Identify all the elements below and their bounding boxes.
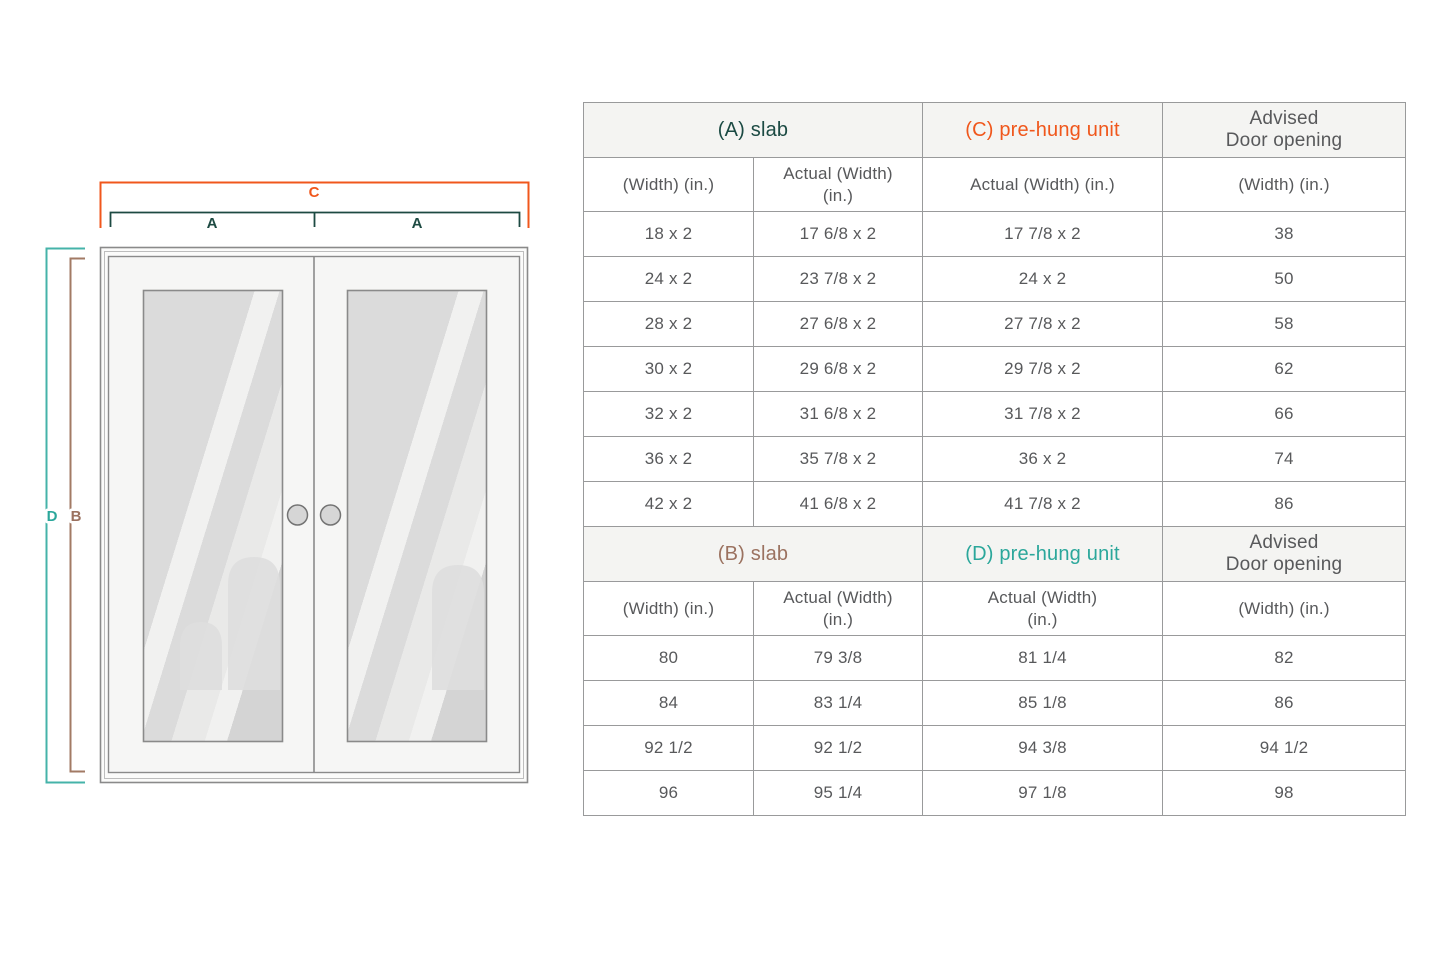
column-header-actual-width: Actual (Width) (in.) — [922, 581, 1164, 636]
table-row: 80 79 3/8 81 1/4 82 — [583, 635, 1407, 681]
table-cell: 32 x 2 — [583, 391, 754, 437]
table-row: 18 x 2 17 6/8 x 2 17 7/8 x 2 38 — [583, 211, 1407, 257]
dimension-b-bracket — [69, 257, 85, 773]
table-cell: 74 — [1162, 436, 1407, 482]
glass-reflection-arch — [180, 622, 222, 690]
table-cell: 17 7/8 x 2 — [922, 211, 1164, 257]
table-cell: 81 1/4 — [922, 635, 1164, 681]
dimension-d-bracket — [45, 247, 85, 784]
column-header-actual-width: Actual (Width) (in.) — [752, 581, 924, 636]
table-cell: 62 — [1162, 346, 1407, 392]
table-cell: 36 x 2 — [922, 436, 1164, 482]
door-frame-inner-line — [104, 251, 524, 779]
table-cell: 86 — [1162, 481, 1407, 527]
table-cell: 17 6/8 x 2 — [752, 211, 924, 257]
advised-door-opening-header: Advised Door opening — [1162, 526, 1407, 582]
table-cell: 24 x 2 — [922, 256, 1164, 302]
column-header-width: (Width) (in.) — [583, 581, 754, 636]
dimension-a-right-label: A — [412, 215, 423, 232]
table-cell: 28 x 2 — [583, 301, 754, 347]
table-cell: 36 x 2 — [583, 436, 754, 482]
table-cell: 35 7/8 x 2 — [752, 436, 924, 482]
section-d-prehung-title: (D) pre-hung unit — [922, 526, 1164, 582]
table-cell: 92 1/2 — [752, 725, 924, 771]
column-header-width: (Width) (in.) — [583, 157, 754, 212]
table-row: 36 x 2 35 7/8 x 2 36 x 2 74 — [583, 436, 1407, 482]
table-cell: 95 1/4 — [752, 770, 924, 816]
dimension-c-label: C — [309, 184, 320, 201]
section-a-slab-title: (A) slab — [582, 102, 924, 158]
door-size-table: (A) slab (C) pre-hung unit Advised Door … — [582, 102, 1407, 816]
section-a-header-row: (A) slab (C) pre-hung unit Advised Door … — [582, 102, 1407, 158]
dimension-a-left-label: A — [207, 215, 218, 232]
section-b-slab-title: (B) slab — [582, 526, 924, 582]
dimension-c-bracket — [99, 181, 530, 228]
table-cell: 31 7/8 x 2 — [922, 391, 1164, 437]
table-row: 96 95 1/4 97 1/8 98 — [583, 770, 1407, 816]
table-cell: 27 7/8 x 2 — [922, 301, 1164, 347]
glass-reflection-arch — [228, 557, 280, 690]
table-cell: 27 6/8 x 2 — [752, 301, 924, 347]
section-b-subheader-row: (Width) (in.) Actual (Width) (in.) Actua… — [583, 581, 1407, 636]
dimension-d-label: D — [47, 508, 58, 525]
dimension-b-label: B — [71, 508, 82, 525]
table-row: 92 1/2 92 1/2 94 3/8 94 1/2 — [583, 725, 1407, 771]
column-header-width: (Width) (in.) — [1162, 581, 1407, 636]
table-cell: 94 3/8 — [922, 725, 1164, 771]
table-cell: 96 — [583, 770, 754, 816]
glass-reflection-arch — [432, 565, 484, 690]
section-a-subheader-row: (Width) (in.) Actual (Width) (in.) Actua… — [583, 157, 1407, 212]
table-cell: 79 3/8 — [752, 635, 924, 681]
section-b-header-row: (B) slab (D) pre-hung unit Advised Door … — [582, 526, 1407, 582]
table-row: 32 x 2 31 6/8 x 2 31 7/8 x 2 66 — [583, 391, 1407, 437]
table-cell: 31 6/8 x 2 — [752, 391, 924, 437]
table-cell: 94 1/2 — [1162, 725, 1407, 771]
column-header-width: (Width) (in.) — [1162, 157, 1407, 212]
advised-door-opening-header: Advised Door opening — [1162, 102, 1407, 158]
section-c-prehung-title: (C) pre-hung unit — [922, 102, 1164, 158]
table-cell: 50 — [1162, 256, 1407, 302]
column-header-actual-width: Actual (Width) (in.) — [922, 157, 1164, 212]
table-row: 28 x 2 27 6/8 x 2 27 7/8 x 2 58 — [583, 301, 1407, 347]
table-cell: 98 — [1162, 770, 1407, 816]
table-cell: 92 1/2 — [583, 725, 754, 771]
left-door-knob — [286, 504, 309, 526]
column-header-actual-width: Actual (Width) (in.) — [752, 157, 924, 212]
table-cell: 41 6/8 x 2 — [752, 481, 924, 527]
table-cell: 80 — [583, 635, 754, 681]
table-cell: 85 1/8 — [922, 680, 1164, 726]
table-cell: 58 — [1162, 301, 1407, 347]
right-door-knob — [319, 504, 342, 526]
table-cell: 23 7/8 x 2 — [752, 256, 924, 302]
table-cell: 41 7/8 x 2 — [922, 481, 1164, 527]
table-cell: 42 x 2 — [583, 481, 754, 527]
table-cell: 24 x 2 — [583, 256, 754, 302]
table-cell: 97 1/8 — [922, 770, 1164, 816]
table-row: 84 83 1/4 85 1/8 86 — [583, 680, 1407, 726]
table-row: 30 x 2 29 6/8 x 2 29 7/8 x 2 62 — [583, 346, 1407, 392]
table-cell: 29 7/8 x 2 — [922, 346, 1164, 392]
table-cell: 86 — [1162, 680, 1407, 726]
table-cell: 30 x 2 — [583, 346, 754, 392]
table-cell: 29 6/8 x 2 — [752, 346, 924, 392]
table-row: 42 x 2 41 6/8 x 2 41 7/8 x 2 86 — [583, 481, 1407, 527]
table-cell: 66 — [1162, 391, 1407, 437]
table-cell: 38 — [1162, 211, 1407, 257]
table-row: 24 x 2 23 7/8 x 2 24 x 2 50 — [583, 256, 1407, 302]
table-cell: 18 x 2 — [583, 211, 754, 257]
table-cell: 82 — [1162, 635, 1407, 681]
table-cell: 83 1/4 — [752, 680, 924, 726]
dimension-a-bracket — [109, 211, 521, 227]
table-cell: 84 — [583, 680, 754, 726]
